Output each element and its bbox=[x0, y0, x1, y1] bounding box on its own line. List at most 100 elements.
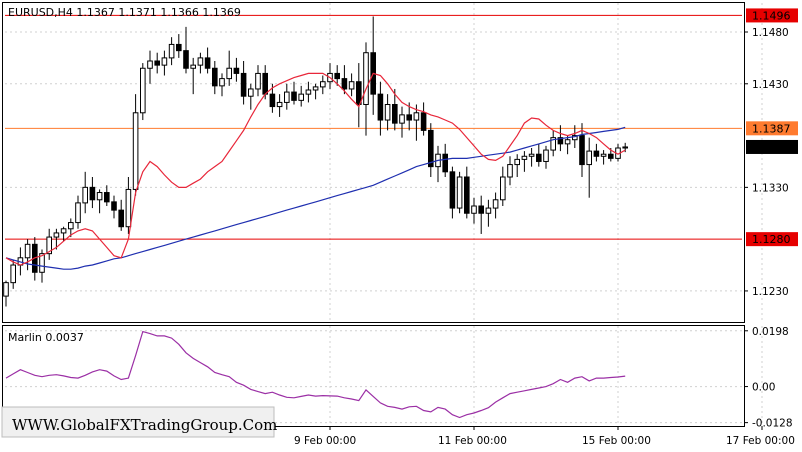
candle-body bbox=[384, 104, 391, 121]
current-price-label: 1.1369 bbox=[752, 141, 791, 154]
candle-body bbox=[500, 176, 506, 201]
main-panel-frame bbox=[2, 2, 745, 323]
candle-body bbox=[456, 176, 463, 209]
candle-body bbox=[53, 232, 60, 238]
time-axis: 9 Feb 00:00 11 Feb 00:00 15 Feb 00:00 17 Fe… bbox=[294, 426, 795, 447]
candle-body bbox=[132, 112, 139, 190]
candle-body bbox=[521, 155, 528, 160]
price-tags: 1.1496 1.1387 1.1280 1.1369 bbox=[746, 8, 798, 247]
x-tick-label: 15 Feb 00:00 bbox=[582, 435, 651, 447]
candle-body bbox=[176, 43, 182, 52]
candle-body bbox=[485, 207, 492, 214]
candle-body bbox=[428, 129, 434, 168]
candle-body bbox=[284, 91, 290, 103]
candle-body bbox=[68, 222, 74, 230]
candle-body bbox=[514, 158, 521, 166]
candle-body bbox=[507, 164, 513, 178]
candle-body bbox=[305, 89, 312, 95]
candle-body bbox=[219, 78, 225, 87]
candle-body bbox=[46, 236, 53, 255]
candle-body bbox=[348, 81, 355, 90]
candle-body bbox=[341, 78, 348, 90]
level-tag-label: 1.1280 bbox=[752, 233, 791, 246]
grid-lines bbox=[5, 3, 763, 426]
x-tick-label: 17 Feb 00:00 bbox=[726, 435, 795, 447]
candle-body bbox=[442, 153, 448, 173]
chart-title: EURUSD,H4 1.1367 1.1371 1.1366 1.1369 bbox=[8, 6, 241, 19]
x-tick-label: 11 Feb 00:00 bbox=[438, 435, 507, 447]
candle-body bbox=[528, 153, 535, 157]
candle-body bbox=[471, 205, 477, 214]
candle-body bbox=[60, 228, 67, 234]
watermark-box bbox=[1, 406, 275, 438]
candle-body bbox=[392, 104, 398, 124]
candle-body bbox=[255, 72, 261, 90]
candle-body bbox=[464, 176, 470, 214]
candle-body bbox=[478, 205, 484, 214]
candle-body bbox=[334, 72, 340, 80]
candle-body bbox=[406, 114, 412, 121]
candle-body bbox=[564, 139, 571, 145]
candlesticks bbox=[3, 16, 629, 307]
candle-body bbox=[24, 243, 31, 259]
candle-body bbox=[10, 264, 16, 284]
candle-body bbox=[572, 135, 578, 141]
candle-body bbox=[3, 282, 9, 297]
candle-body bbox=[240, 72, 247, 97]
candle-body bbox=[320, 81, 326, 88]
candle-body bbox=[312, 86, 319, 91]
candle-body bbox=[262, 72, 268, 95]
indicator-title: Marlin 0.0037 bbox=[8, 331, 84, 344]
price-axis: 1.1480 1.1430 1.1330 1.1230 bbox=[744, 27, 789, 298]
candle-body bbox=[75, 202, 81, 224]
candle-body bbox=[449, 171, 456, 209]
candle-body bbox=[298, 93, 304, 101]
x-tick-label: 9 Feb 00:00 bbox=[294, 435, 356, 447]
level-tag bbox=[746, 232, 798, 247]
y-tick-label: 1.1480 bbox=[752, 27, 789, 39]
candle-body bbox=[161, 57, 168, 66]
candle-body bbox=[269, 93, 276, 108]
candle-body bbox=[608, 153, 614, 159]
candle-body bbox=[233, 67, 240, 74]
ma-fast-line bbox=[5, 72, 626, 266]
y-tick-label: -0.0128 bbox=[752, 418, 793, 430]
candle-body bbox=[154, 60, 160, 66]
candle-body bbox=[82, 186, 89, 204]
candle-body bbox=[593, 150, 600, 157]
level-tag-label: 1.1387 bbox=[752, 122, 791, 135]
candle-body bbox=[140, 67, 146, 114]
y-tick-label: 0.00 bbox=[752, 382, 775, 394]
indicator-axis: 0.0198 0.00 -0.0128 bbox=[744, 326, 793, 430]
candle-body bbox=[125, 188, 132, 228]
level-tag-label: 1.1496 bbox=[752, 9, 791, 22]
candle-body bbox=[89, 186, 96, 201]
marlin-line bbox=[5, 330, 626, 419]
candle-body bbox=[363, 52, 369, 105]
candle-body bbox=[248, 88, 254, 97]
ma-slow-line bbox=[5, 126, 626, 270]
candle-body bbox=[226, 67, 232, 80]
candle-body bbox=[550, 137, 557, 151]
candle-body bbox=[413, 112, 420, 121]
watermark-text: WWW.GlobalFXTradingGroup.Com bbox=[12, 416, 277, 434]
candle-body bbox=[96, 192, 103, 201]
level-tag bbox=[746, 8, 798, 23]
candle-body bbox=[536, 153, 542, 162]
candle-body bbox=[579, 135, 585, 166]
indicator-panel-frame bbox=[2, 325, 745, 427]
y-tick-label: 1.1430 bbox=[752, 79, 789, 91]
candle-body bbox=[377, 93, 384, 121]
candle-body bbox=[492, 199, 499, 209]
y-tick-label: 1.1330 bbox=[752, 182, 789, 194]
candle-body bbox=[600, 153, 607, 157]
candle-body bbox=[586, 150, 593, 166]
candle-body bbox=[420, 112, 427, 131]
y-tick-label: 1.1230 bbox=[752, 286, 789, 298]
y-tick-label: 0.0198 bbox=[752, 326, 789, 338]
candle-body bbox=[291, 91, 297, 101]
candle-body bbox=[197, 57, 204, 66]
current-price-tag bbox=[746, 139, 798, 154]
candle-body bbox=[212, 67, 218, 87]
